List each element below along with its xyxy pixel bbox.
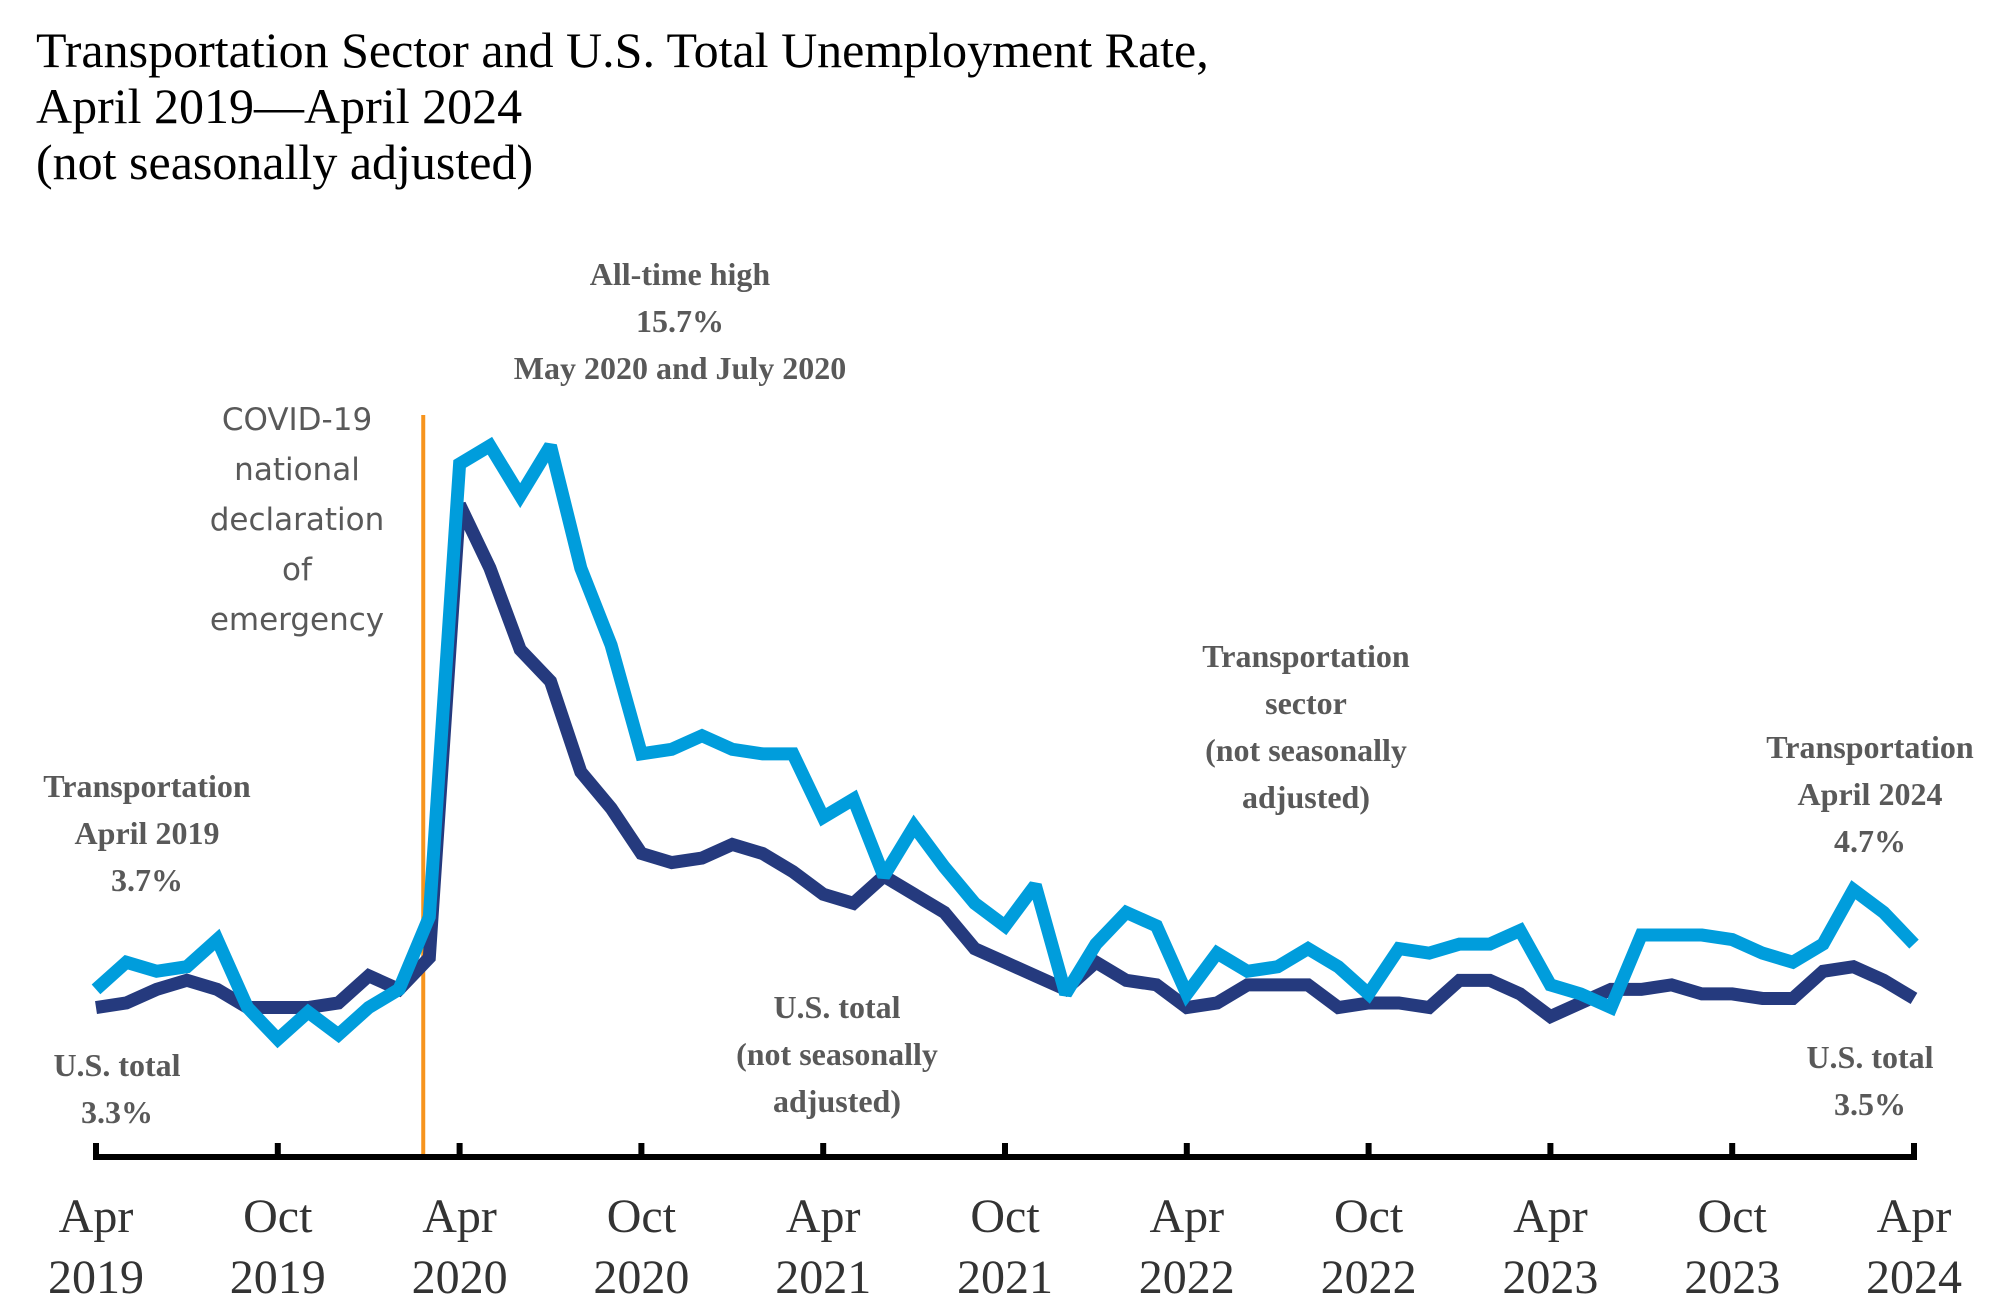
covid-annotation: of — [282, 552, 313, 588]
x-tick-label-year: 2023 — [1684, 1251, 1780, 1304]
covid-annotation: COVID-19 — [222, 402, 372, 438]
transportation-series-label: (not seasonally — [1205, 732, 1407, 768]
x-tick-label-month: Apr — [59, 1190, 134, 1243]
x-tick-label-year: 2023 — [1502, 1251, 1598, 1304]
x-tick-label-month: Apr — [786, 1190, 861, 1243]
transportation-april-2024-label: Transportation — [1766, 729, 1974, 765]
title-line-1: Transportation Sector and U.S. Total Une… — [36, 22, 1209, 78]
covid-annotation: emergency — [210, 602, 384, 638]
x-tick-label-month: Oct — [243, 1190, 313, 1243]
x-tick-label-year: 2019 — [230, 1251, 326, 1304]
covid-annotation: national — [234, 452, 360, 488]
us-total-series-label: adjusted) — [773, 1083, 901, 1119]
x-tick-label-year: 2020 — [412, 1251, 508, 1304]
x-tick-label-year: 2022 — [1139, 1251, 1235, 1304]
x-tick-label-month: Oct — [1698, 1190, 1768, 1243]
transportation-line — [91, 436, 1919, 1049]
us-total-april-2024-label: U.S. total — [1806, 1039, 1933, 1075]
chart-title: Transportation Sector and U.S. Total Une… — [36, 22, 1209, 190]
x-tick-label-month: Oct — [1334, 1190, 1404, 1243]
x-tick-label-year: 2020 — [593, 1251, 689, 1304]
us-total-series-label: U.S. total — [773, 989, 900, 1025]
us-total-april-2024-label: 3.5% — [1834, 1086, 1906, 1122]
transportation-april-2019-label: 3.7% — [111, 862, 183, 898]
transportation-april-2019-label: Transportation — [43, 768, 251, 804]
x-axis: Apr 2019 Oct 2019 Apr 2020 Oct 2020 Apr 2021 Oct 20… — [48, 1143, 1962, 1304]
transportation-april-2024-label: April 2024 — [1798, 776, 1943, 812]
transportation-series-label: adjusted) — [1242, 779, 1370, 815]
transportation-april-2019-label: April 2019 — [75, 815, 220, 851]
series-lines — [91, 436, 1919, 1049]
transportation-april-2024-label: 4.7% — [1834, 823, 1906, 859]
x-tick-label-month: Apr — [1877, 1190, 1952, 1243]
us-total-april-2019-label: 3.3% — [81, 1094, 153, 1130]
x-tick-label-month: Oct — [607, 1190, 677, 1243]
x-tick-label-year: 2024 — [1866, 1251, 1962, 1304]
transportation-series-label: sector — [1265, 685, 1347, 721]
us-total-series-label: (not seasonally — [736, 1036, 938, 1072]
x-tick-label-month: Apr — [422, 1190, 497, 1243]
x-tick-label-year: 2022 — [1321, 1251, 1417, 1304]
title-line-2: April 2019—April 2024 — [36, 78, 523, 134]
x-tick-label-year: 2019 — [48, 1251, 144, 1304]
x-tick-label-month: Oct — [970, 1190, 1040, 1243]
x-tick-label-month: Apr — [1513, 1190, 1588, 1243]
x-tick-label-year: 2021 — [775, 1251, 871, 1304]
x-tick-label-month: Apr — [1149, 1190, 1224, 1243]
title-line-3: (not seasonally adjusted) — [36, 134, 534, 190]
transportation-series-label: Transportation — [1202, 638, 1410, 674]
all-time-high-annotation: 15.7% — [636, 303, 724, 339]
covid-annotation: declaration — [210, 502, 385, 538]
x-tick-label-year: 2021 — [957, 1251, 1053, 1304]
annotations: COVID-19 national declaration of emergency Al… — [43, 256, 1974, 1130]
us-total-april-2019-label: U.S. total — [53, 1047, 180, 1083]
all-time-high-annotation: May 2020 and July 2020 — [514, 350, 846, 386]
all-time-high-annotation: All-time high — [590, 256, 771, 292]
